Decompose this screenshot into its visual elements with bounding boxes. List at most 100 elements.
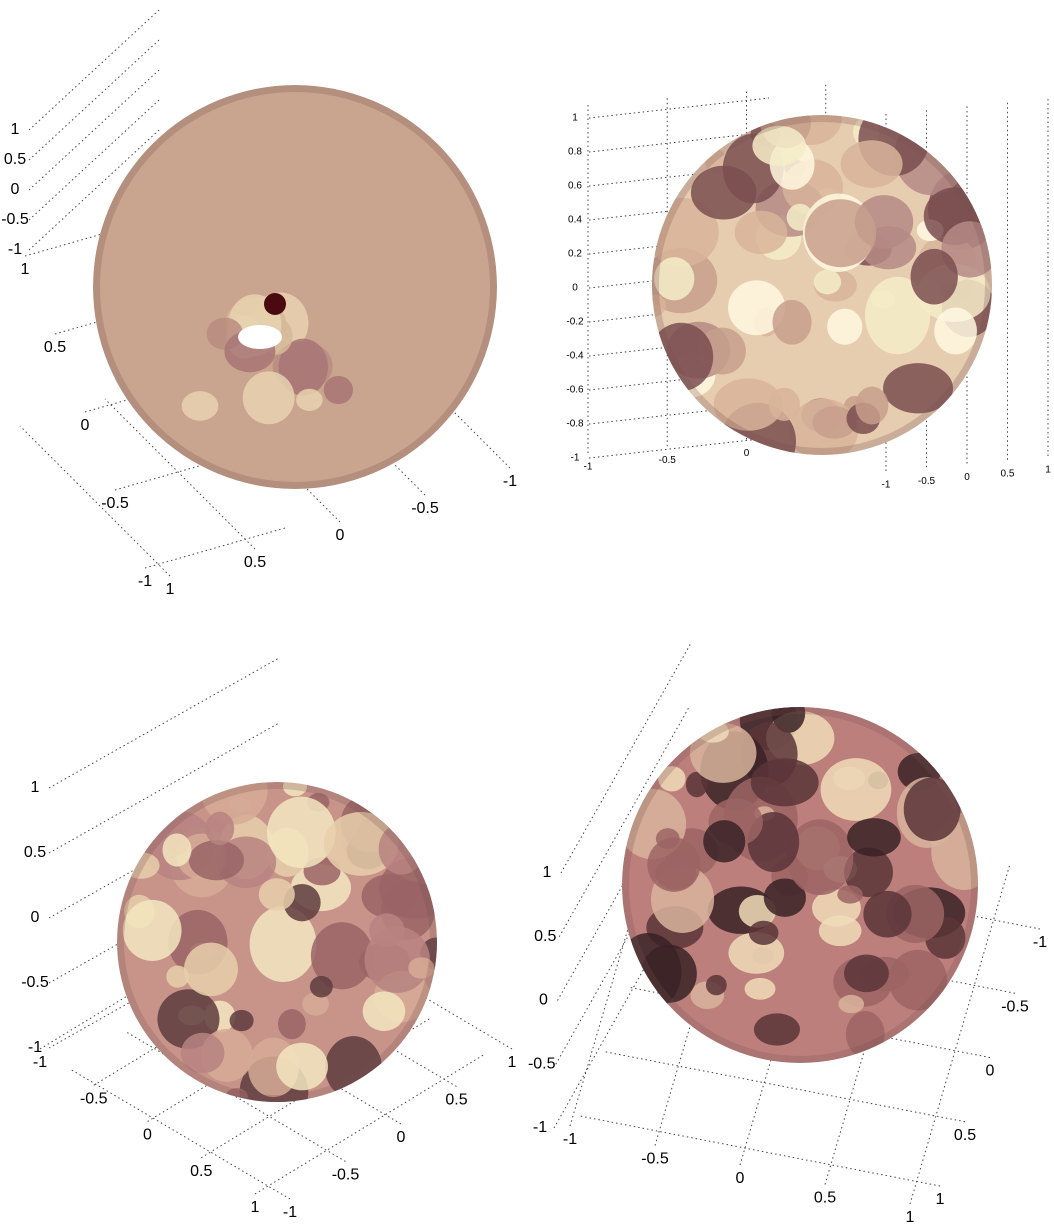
surface-patch <box>819 915 862 946</box>
surface-patch <box>123 900 182 961</box>
y-tick-label: 0 <box>736 1170 745 1187</box>
z-tick-label: 0.4 <box>568 215 582 226</box>
y-tick-label: -0.5 <box>641 1151 669 1168</box>
surface-patch <box>162 833 191 866</box>
x-tick-label: 1 <box>166 581 175 598</box>
page: {"chart_data": [ {"type": "sphere3d", "x… <box>0 0 1054 1224</box>
z-tick-label: -0.4 <box>566 351 584 362</box>
surface-patch <box>814 270 841 295</box>
grid-line <box>29 10 159 130</box>
z-tick-label: -0.6 <box>566 385 584 396</box>
grid-line <box>580 1116 940 1186</box>
surface-patch <box>821 758 892 821</box>
z-tick-label: 0.6 <box>568 181 582 192</box>
surface-patch <box>369 913 404 947</box>
surface-patch <box>754 1013 800 1045</box>
y-tick-label: 1 <box>906 1209 915 1224</box>
y-tick-label: -1 <box>138 573 152 590</box>
surface-patch <box>844 954 889 992</box>
grid-line <box>29 40 159 160</box>
surface-patch <box>276 1043 328 1091</box>
y-tick-label: 1 <box>1045 465 1051 476</box>
z-tick-label: -0.5 <box>21 974 49 991</box>
surface-patch <box>278 1009 306 1039</box>
z-tick-label: 1 <box>31 779 40 796</box>
z-tick-label: -0.5 <box>528 1055 556 1072</box>
surface-patch <box>310 976 333 998</box>
y-tick-label: -1 <box>33 1054 47 1071</box>
y-tick-label: -1 <box>882 480 891 491</box>
y-tick-label: -1 <box>563 1131 577 1148</box>
surface-patch <box>904 778 961 841</box>
x-tick-label: -1 <box>283 1204 297 1221</box>
x-tick-label: 0.5 <box>954 1127 976 1144</box>
surface-patch <box>324 376 353 404</box>
panel: -1-0.500.51-1-0.500.51-1-0.500.51 <box>21 658 516 1221</box>
surface-patch <box>296 389 323 411</box>
y-tick-label: 0.5 <box>1001 468 1015 479</box>
surface-patch <box>934 308 977 355</box>
z-tick-label: -0.5 <box>1 211 29 228</box>
x-tick-label: -1 <box>1033 934 1047 951</box>
sphere <box>93 85 497 489</box>
x-tick-label: 0.5 <box>244 554 266 571</box>
y-tick-label: -0.5 <box>918 476 936 487</box>
surface-patch <box>230 1010 254 1031</box>
z-tick-label: -1 <box>8 241 22 258</box>
z-tick-label: 1 <box>543 864 552 881</box>
surface-patch <box>847 818 901 857</box>
surface-patch <box>772 300 811 345</box>
surface-patch <box>883 363 953 413</box>
surface-patch <box>751 758 819 806</box>
surface-patch <box>889 950 947 1011</box>
y-tick-label: 1 <box>21 261 30 278</box>
panel: -1-0.500.51-1-0.500.51-1-0.500.51 <box>528 643 1047 1224</box>
z-tick-label: -1 <box>533 1119 547 1136</box>
surface-patch <box>166 965 189 987</box>
x-tick-label: -1 <box>584 462 593 473</box>
grid-line <box>20 426 170 576</box>
y-tick-label: -0.5 <box>101 495 129 512</box>
surface-patch <box>749 921 779 945</box>
surface-patch <box>264 293 286 315</box>
sphere <box>615 690 997 1063</box>
y-tick-label: 0 <box>81 417 90 434</box>
z-tick-label: 0.5 <box>534 928 556 945</box>
x-tick-label: 0 <box>397 1129 406 1146</box>
surface-patch <box>243 371 295 424</box>
z-tick-label: 0 <box>31 909 40 926</box>
x-tick-label: -0.5 <box>659 455 677 466</box>
surface-patch <box>182 391 219 421</box>
z-tick-label: 0 <box>539 992 548 1009</box>
surface-patch <box>838 995 864 1013</box>
x-tick-label: -0.5 <box>1001 998 1029 1015</box>
sphere <box>642 94 999 480</box>
surface-patch <box>229 797 250 813</box>
surface-patch <box>837 885 863 903</box>
y-tick-label: 0 <box>964 472 970 483</box>
surface-patch <box>647 837 700 891</box>
z-tick-label: 0.5 <box>24 844 46 861</box>
sphere <box>117 754 453 1127</box>
panel: -1-0.8-0.6-0.4-0.200.20.40.60.81-1-0.500… <box>566 83 1051 491</box>
surface-patch <box>649 323 713 391</box>
y-tick-label: 0.5 <box>44 339 66 356</box>
grid-line <box>589 438 769 458</box>
surface-patch <box>745 978 776 1000</box>
z-tick-label: 0 <box>572 283 578 294</box>
surface-patch <box>911 249 958 305</box>
z-tick-label: -0.8 <box>566 419 584 430</box>
z-tick-label: 0.5 <box>4 151 26 168</box>
y-tick-label: -0.5 <box>80 1090 108 1107</box>
surface-patch <box>827 309 862 345</box>
y-tick-label: 0.5 <box>814 1190 836 1207</box>
surface-patch <box>703 820 745 862</box>
surface-patch <box>735 211 788 254</box>
x-tick-label: 0 <box>744 448 750 459</box>
y-tick-label: 0.5 <box>190 1163 212 1180</box>
z-tick-label: 1 <box>572 113 578 124</box>
surface-patch <box>361 874 416 918</box>
x-tick-label: 0 <box>986 1063 995 1080</box>
x-tick-label: 1 <box>508 1054 517 1071</box>
surface-patch <box>706 975 727 995</box>
